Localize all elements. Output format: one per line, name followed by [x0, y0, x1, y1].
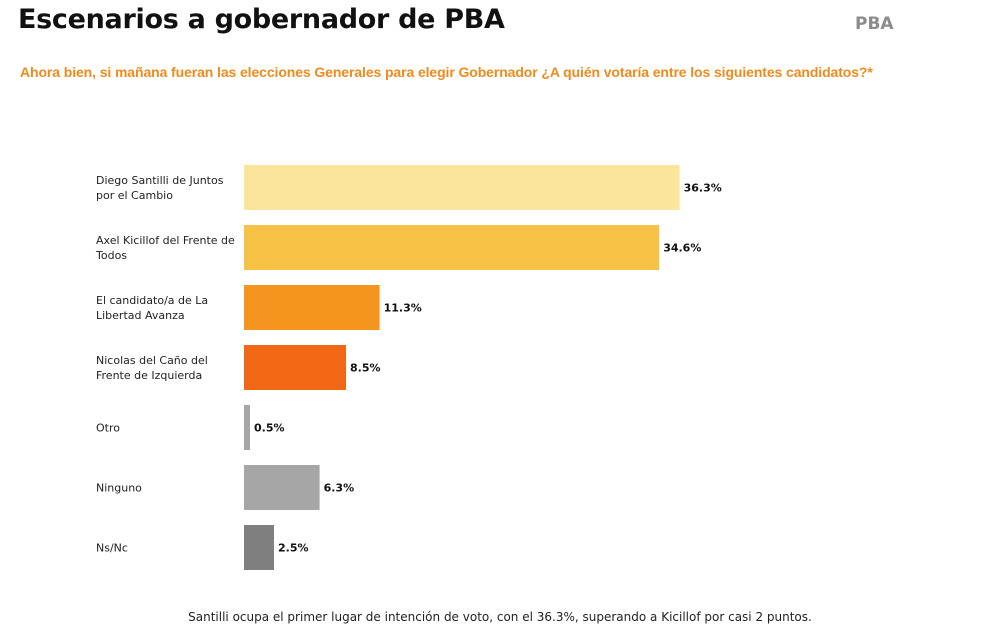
- bar-row: 8.5% Nicolas del Caño del Frente de Izquie…: [96, 345, 381, 390]
- bar: [244, 165, 680, 210]
- data-label: 34.6%: [663, 242, 701, 255]
- category-label: Otro: [96, 422, 120, 435]
- bar: [244, 285, 380, 330]
- category-label: Diego Santilli de Juntos por el Cambio: [96, 174, 224, 202]
- data-label: 0.5%: [254, 422, 285, 435]
- category-label: Ns/Nc: [96, 542, 128, 555]
- bar-row: 34.6% Axel Kicillof del Frente de Todos: [95, 225, 701, 270]
- category-label: Ninguno: [96, 482, 142, 495]
- bar: [244, 345, 346, 390]
- bar-row: 0.5% Otro: [96, 405, 285, 450]
- bar-row: 11.3% El candidato/a de La Libertad Avanza: [96, 285, 422, 330]
- data-label: 2.5%: [278, 542, 309, 555]
- bar-row: 2.5% Ns/Nc: [96, 525, 309, 570]
- survey-question: Ahora bien, si mañana fueran las eleccio…: [20, 64, 873, 80]
- page-title: Escenarios a gobernador de PBA: [18, 4, 505, 35]
- bar-row: 36.3% Diego Santilli de Juntos por el Camb…: [96, 165, 722, 210]
- bar: [244, 405, 250, 450]
- category-label: Nicolas del Caño del Frente de Izquierda: [96, 354, 208, 382]
- bar: [244, 525, 274, 570]
- category-label: Axel Kicillof del Frente de Todos: [95, 234, 235, 262]
- bar: [244, 465, 320, 510]
- data-label: 11.3%: [384, 302, 422, 315]
- bar-row: 6.3% Ninguno: [96, 465, 354, 510]
- data-label: 8.5%: [350, 362, 381, 375]
- data-label: 36.3%: [684, 182, 722, 195]
- chart-footnote: Santilli ocupa el primer lugar de intenc…: [188, 610, 812, 624]
- bar: [244, 225, 660, 270]
- category-label: El candidato/a de La Libertad Avanza: [96, 294, 208, 322]
- data-label: 6.3%: [324, 482, 355, 495]
- region-tag: PBA: [855, 14, 894, 34]
